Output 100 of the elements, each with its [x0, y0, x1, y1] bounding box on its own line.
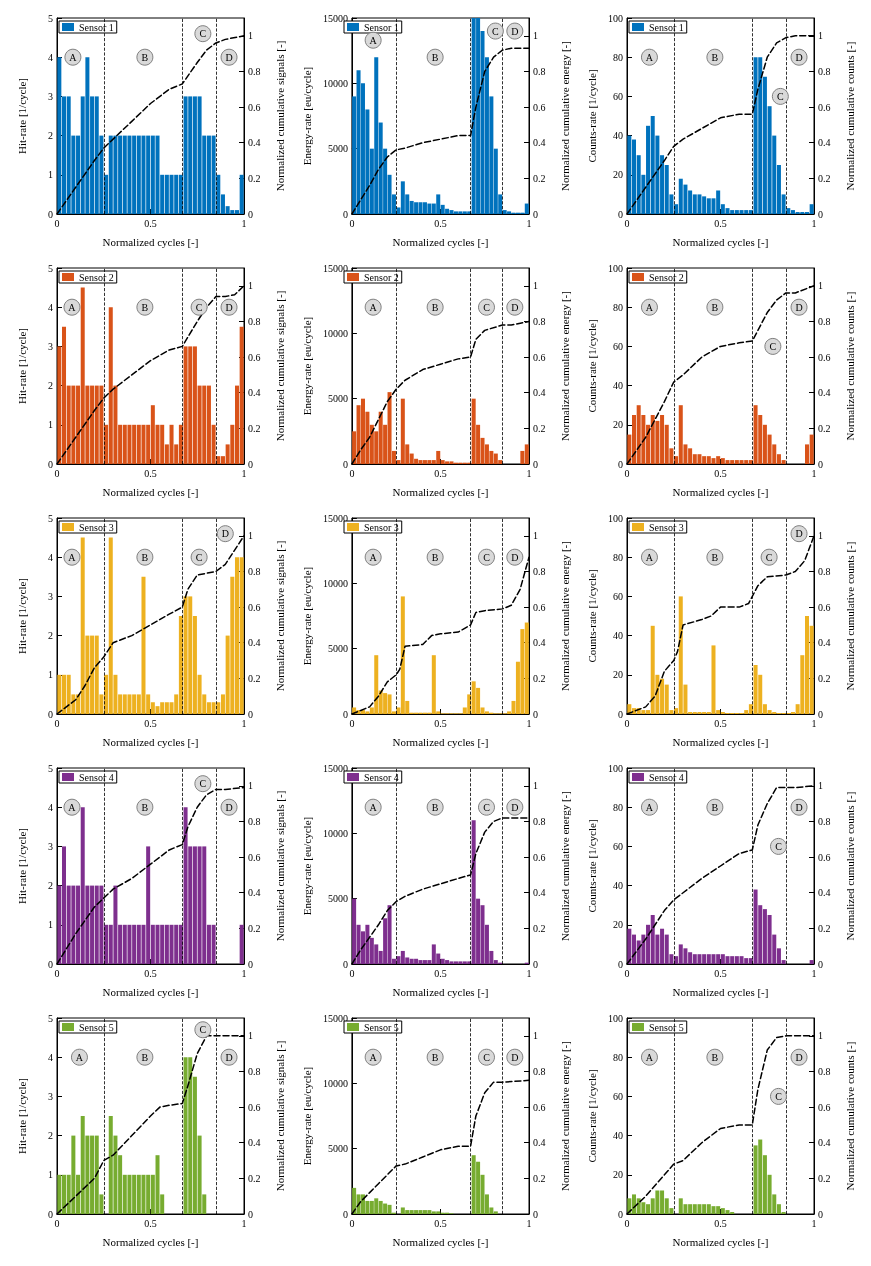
- y-tick-label: 4: [48, 51, 53, 63]
- annotation: C: [483, 1051, 491, 1063]
- annotation: D: [795, 1051, 803, 1063]
- bar: [422, 202, 427, 214]
- bar: [627, 135, 632, 214]
- y2-tick-label: 1: [818, 1030, 823, 1042]
- bar: [418, 460, 423, 464]
- bar: [431, 1211, 436, 1214]
- bar: [141, 576, 146, 714]
- annotation: D: [221, 528, 229, 540]
- bar: [445, 208, 450, 214]
- y-axis-title: Hit-rate [1/cycle]: [15, 577, 28, 655]
- y-tick-label: 1: [48, 169, 53, 181]
- bar: [650, 915, 655, 964]
- x-tick-label: 1: [526, 967, 532, 979]
- y2-tick-label: 0: [533, 958, 538, 970]
- y-tick-label: 0: [342, 958, 348, 970]
- legend-label: Sensor 1: [649, 21, 684, 33]
- bar: [108, 1116, 113, 1214]
- bar: [636, 405, 641, 464]
- y2-tick-label: 1: [533, 1030, 538, 1042]
- y2-tick-label: 0.6: [248, 851, 261, 863]
- y2-tick-label: 0.2: [248, 422, 261, 434]
- y2-axis-title: Normalized cumulative energy [-]: [558, 291, 571, 441]
- bar: [744, 460, 749, 464]
- y-axis-title: Counts-rate [1/cycle]: [585, 69, 598, 163]
- annotation: C: [775, 840, 783, 852]
- bar: [422, 960, 427, 964]
- bar: [507, 211, 512, 214]
- bar: [427, 203, 432, 214]
- bar: [141, 135, 146, 214]
- y2-tick-label: 0.2: [818, 172, 831, 184]
- bar: [711, 645, 716, 714]
- y2-tick-label: 0.4: [248, 387, 261, 399]
- y2-axis-title: Normalized cumulative signals [-]: [273, 1040, 286, 1192]
- bar: [188, 596, 193, 714]
- x-tick-label: 0.5: [434, 217, 447, 229]
- y-tick-label: 100: [608, 262, 623, 274]
- annotation: A: [645, 801, 654, 813]
- y2-tick-label: 0.2: [248, 1172, 261, 1184]
- annotation: C: [775, 1090, 783, 1102]
- annotation: B: [431, 551, 439, 563]
- y2-tick-label: 0.4: [248, 637, 261, 649]
- bar: [183, 596, 188, 714]
- bar: [169, 424, 174, 464]
- bar: [387, 392, 392, 464]
- y-axis-title: Energy-rate [eu/cycle]: [300, 316, 313, 416]
- bar: [683, 948, 688, 964]
- y2-tick-label: 0.2: [248, 172, 261, 184]
- y-tick-label: 80: [613, 1051, 623, 1063]
- bar: [387, 1204, 392, 1214]
- x-tick-label: 1: [811, 467, 817, 479]
- y2-tick-label: 1: [818, 30, 823, 42]
- bar: [739, 460, 744, 464]
- bar: [108, 135, 113, 214]
- legend-label: Sensor 2: [364, 271, 399, 283]
- annotation: D: [511, 25, 519, 37]
- y-tick-label: 4: [48, 301, 53, 313]
- bar: [383, 693, 388, 714]
- bar: [108, 307, 113, 464]
- y-tick-label: 5: [48, 12, 53, 24]
- y-tick-label: 20: [613, 169, 623, 181]
- bar: [188, 346, 193, 464]
- bar: [122, 424, 127, 464]
- annotation: A: [645, 551, 654, 563]
- bar: [405, 1210, 410, 1214]
- y-tick-label: 3: [48, 90, 53, 102]
- bar: [122, 924, 127, 964]
- y-tick-label: 80: [613, 551, 623, 563]
- annotation: B: [141, 551, 149, 563]
- y-axis-title: Counts-rate [1/cycle]: [585, 1069, 598, 1163]
- bar: [414, 958, 419, 964]
- bar: [436, 194, 441, 214]
- y-axis-title: Energy-rate [eu/cycle]: [300, 566, 313, 666]
- y-tick-label: 5000: [327, 643, 348, 655]
- x-tick-label: 0.5: [434, 717, 447, 729]
- y2-tick-label: 0: [818, 1208, 823, 1220]
- y2-axis-title: Normalized cumulative energy [-]: [558, 1041, 571, 1191]
- y2-tick-label: 0.2: [533, 922, 546, 934]
- x-axis-title: Normalized cycles [-]: [392, 735, 489, 748]
- bar: [374, 57, 379, 214]
- x-axis-title: Normalized cycles [-]: [102, 485, 199, 498]
- x-axis-title: Normalized cycles [-]: [672, 235, 769, 248]
- y-tick-label: 0: [48, 1208, 53, 1220]
- bar: [453, 961, 458, 964]
- y2-tick-label: 0.2: [818, 922, 831, 934]
- bar: [440, 958, 445, 964]
- annotation: A: [369, 801, 378, 813]
- y-tick-label: 2: [48, 880, 53, 892]
- bar: [183, 1057, 188, 1214]
- bar: [697, 454, 702, 464]
- y-tick-label: 60: [613, 590, 623, 602]
- bar: [183, 346, 188, 464]
- y2-tick-label: 0.6: [533, 601, 546, 613]
- bar: [136, 1174, 141, 1214]
- y-axis-title: Counts-rate [1/cycle]: [585, 819, 598, 913]
- y-tick-label: 60: [613, 90, 623, 102]
- y2-tick-label: 0.4: [818, 637, 831, 649]
- y-tick-label: 10000: [322, 1077, 348, 1089]
- annotation: D: [511, 801, 519, 813]
